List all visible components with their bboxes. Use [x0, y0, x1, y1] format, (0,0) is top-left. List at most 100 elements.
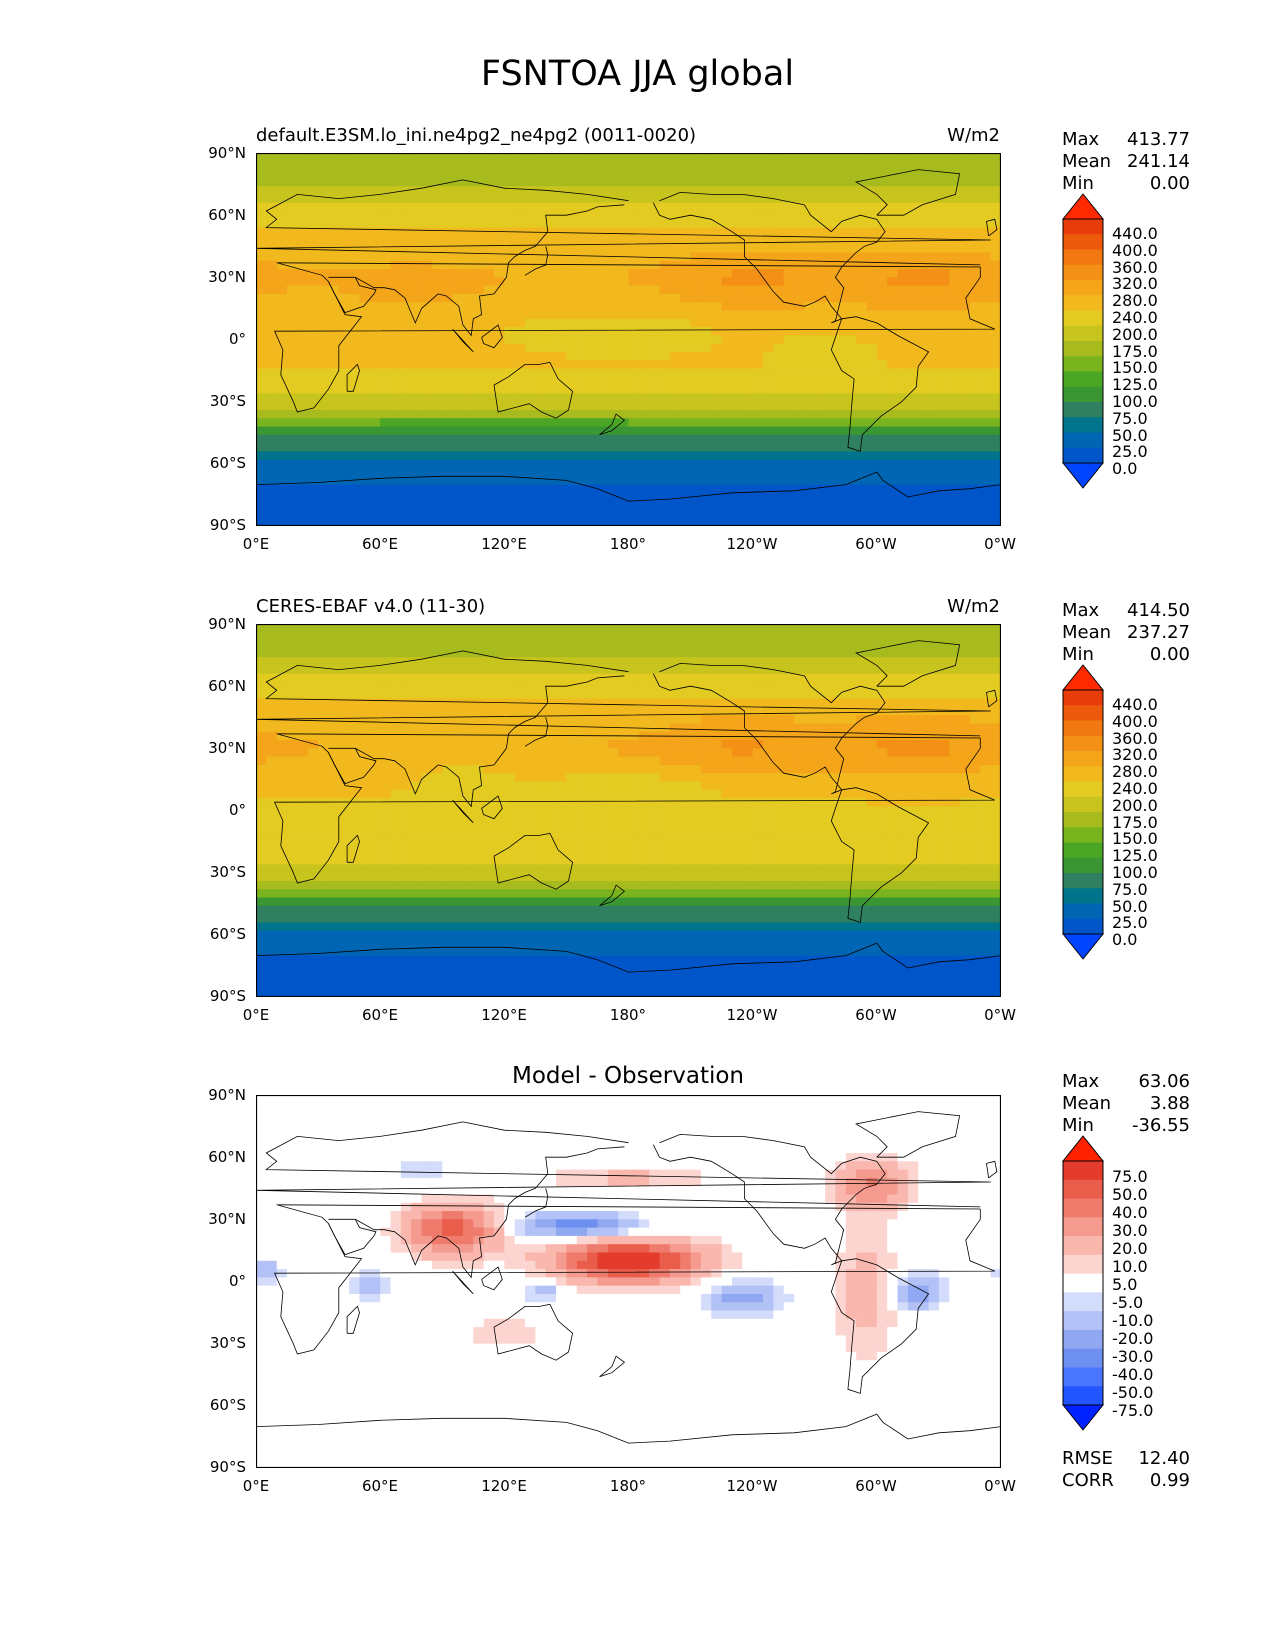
field-cell: [938, 302, 950, 312]
field-cell: [700, 385, 712, 394]
field-cell: [483, 451, 495, 461]
field-cell: [545, 169, 557, 179]
field-cell: [897, 781, 909, 791]
field-cell: [763, 244, 774, 254]
field-cell: [959, 211, 971, 220]
field-cell: [794, 648, 806, 658]
field-cell: [400, 169, 412, 179]
field-cell: [535, 169, 547, 179]
field-cell: [618, 227, 630, 237]
field-cell: [618, 715, 630, 725]
field-cell: [628, 624, 640, 633]
field-cell: [938, 269, 950, 278]
field-cell: [680, 781, 692, 791]
field-cell: [907, 773, 919, 783]
field-cell: [980, 690, 992, 700]
field-cell: [887, 501, 899, 511]
field-cell: [897, 706, 909, 716]
field-cell: [493, 161, 505, 171]
field-cell: [938, 426, 950, 436]
field-cell: [473, 376, 485, 386]
field-cell: [887, 731, 899, 741]
field-cell: [318, 368, 330, 378]
field-cell: [587, 244, 599, 254]
field-cell: [835, 756, 847, 766]
field-cell: [990, 269, 1001, 278]
field-cell: [266, 673, 278, 683]
field-cell: [421, 665, 433, 675]
field-cell: [876, 293, 888, 303]
field-cell: [794, 360, 806, 370]
field-cell: [597, 640, 609, 650]
field-cell: [825, 227, 837, 237]
field-cell: [380, 227, 392, 237]
field-cell: [266, 517, 278, 526]
field-cell: [773, 624, 785, 633]
field-cell: [338, 327, 350, 336]
field-cell: [876, 269, 888, 278]
field-cell: [359, 706, 371, 716]
field-cell: [897, 153, 909, 162]
field-cell: [504, 327, 516, 336]
field-cell: [587, 501, 599, 511]
field-cell: [256, 426, 267, 436]
field-cell: [959, 368, 971, 378]
field-cell: [628, 351, 640, 361]
field-cell: [731, 434, 743, 444]
field-cell: [380, 376, 392, 386]
field-cell: [380, 814, 392, 824]
field-cell: [462, 219, 474, 229]
field-cell: [318, 756, 330, 766]
field-cell: [587, 640, 599, 650]
field-cell: [969, 161, 981, 171]
field-cell: [266, 235, 278, 245]
field-cell: [597, 476, 609, 486]
field-cell: [814, 723, 826, 733]
field-cell: [493, 501, 505, 511]
y-tick-label: 30°N: [208, 268, 246, 286]
field-cell: [783, 673, 795, 683]
field-cell: [514, 351, 526, 361]
field-cell: [566, 690, 578, 700]
field-cell: [504, 706, 516, 716]
field-cell: [618, 285, 630, 295]
field-cell: [711, 161, 723, 171]
stats-box: Max 413.77 Mean 241.14 Min 0.00: [1062, 129, 1190, 195]
field-cell: [949, 161, 961, 171]
field-cell: [773, 202, 785, 212]
field-cell: [918, 343, 930, 353]
field-cell: [680, 748, 692, 758]
field-cell: [897, 227, 909, 237]
field-cell: [835, 806, 847, 816]
field-cell: [556, 657, 568, 667]
field-cell: [525, 194, 536, 204]
field-cell: [866, 194, 878, 204]
field-cell: [556, 517, 568, 526]
field-cell: [369, 451, 381, 461]
field-cell: [825, 219, 837, 229]
field-cell: [493, 517, 505, 526]
field-cell: [400, 434, 412, 444]
field-cell: [876, 277, 888, 287]
field-cell: [783, 335, 795, 345]
field-cell: [535, 327, 547, 336]
field-cell: [845, 360, 857, 370]
field-cell: [297, 202, 309, 212]
field-cell: [690, 698, 702, 708]
field-cell: [576, 764, 588, 774]
field-cell: [980, 756, 992, 766]
field-cell: [876, 723, 888, 733]
field-cell: [276, 376, 288, 386]
field-cell: [514, 648, 526, 658]
field-cell: [597, 385, 609, 394]
field-cell: [835, 501, 847, 511]
field-cell: [949, 434, 961, 444]
colorbar-ticks: 440.0 400.0 360.0 320.0 280.0 240.0 200.…: [1112, 225, 1158, 478]
field-cell: [576, 244, 588, 254]
field-cell: [887, 269, 899, 278]
field-cell: [907, 401, 919, 411]
field-cell: [794, 235, 806, 245]
field-cell: [607, 690, 619, 700]
field-cell: [556, 476, 568, 486]
field-cell: [431, 665, 443, 675]
